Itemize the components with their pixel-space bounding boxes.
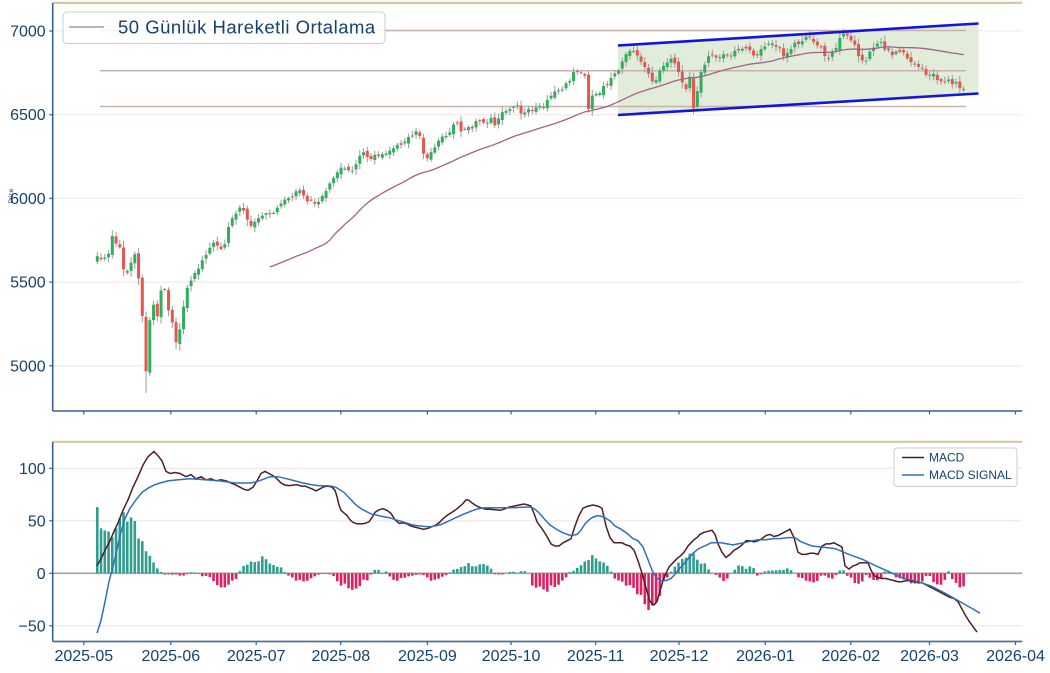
- svg-text:6500: 6500: [10, 107, 46, 124]
- svg-text:50: 50: [28, 513, 46, 530]
- svg-text:MACD: MACD: [929, 451, 965, 465]
- svg-text:2025-12: 2025-12: [650, 648, 709, 665]
- svg-text:50 Günlük Hareketli Ortalama: 50 Günlük Hareketli Ortalama: [118, 17, 376, 38]
- svg-text:2025-10: 2025-10: [482, 648, 541, 665]
- svg-text:2025-08: 2025-08: [311, 648, 370, 665]
- svg-text:100: 100: [19, 461, 46, 478]
- svg-text:2026-03: 2026-03: [900, 648, 959, 665]
- svg-text:Price: Price: [8, 188, 15, 203]
- svg-text:7000: 7000: [10, 24, 46, 41]
- svg-text:2026-02: 2026-02: [821, 648, 880, 665]
- svg-text:6000: 6000: [10, 191, 46, 208]
- svg-text:2025-11: 2025-11: [567, 648, 625, 665]
- svg-text:0: 0: [37, 566, 46, 583]
- svg-text:2025-09: 2025-09: [398, 648, 457, 665]
- svg-text:2026-04: 2026-04: [986, 648, 1045, 665]
- svg-text:2025-07: 2025-07: [227, 648, 286, 665]
- svg-text:MACD SIGNAL: MACD SIGNAL: [929, 468, 1012, 482]
- svg-text:5500: 5500: [10, 275, 46, 292]
- svg-text:2026-01: 2026-01: [736, 648, 795, 665]
- svg-text:2025-06: 2025-06: [141, 648, 200, 665]
- svg-text:−50: −50: [19, 618, 46, 635]
- svg-text:5000: 5000: [10, 358, 46, 375]
- svg-text:2025-05: 2025-05: [54, 648, 113, 665]
